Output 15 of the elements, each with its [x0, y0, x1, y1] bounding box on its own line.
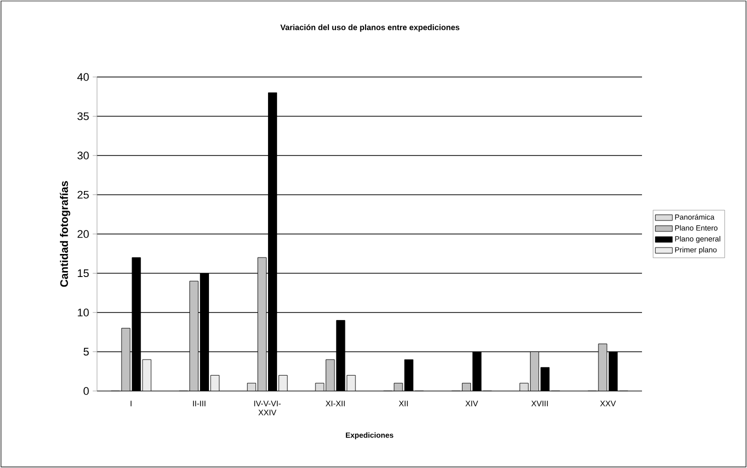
y-tick-label: 20 [78, 230, 89, 238]
y-tick-label: 25 [78, 190, 89, 199]
y-axis-title: Cantidad fotografías [60, 181, 70, 287]
y-tick-label: 15 [78, 269, 89, 278]
y-tick-label: 10 [78, 308, 89, 316]
y-tick-label: 35 [77, 112, 89, 120]
bar [210, 375, 220, 391]
bar [278, 375, 288, 391]
bar [258, 257, 267, 391]
y-tick-label: 40 [77, 73, 89, 81]
y-tick-label: 0 [84, 387, 89, 395]
bar [530, 351, 540, 391]
y-tick-label: 30 [77, 152, 89, 160]
y-tick-label: 5 [84, 348, 89, 356]
bar [189, 280, 198, 391]
